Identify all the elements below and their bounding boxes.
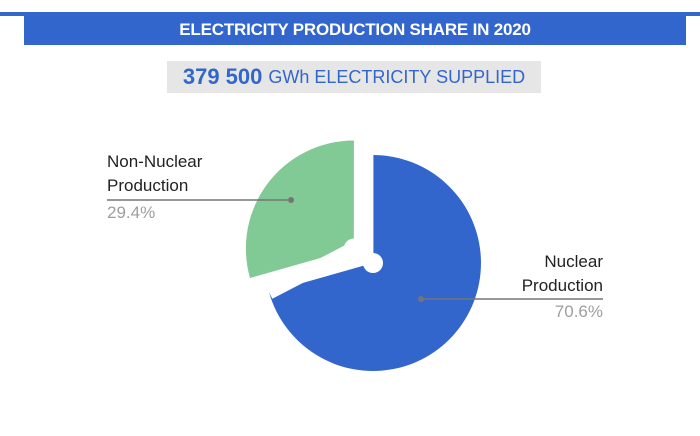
supply-summary-box: 379 500 GWh ELECTRICITY SUPPLIED (167, 61, 541, 93)
title-bar: ELECTRICITY PRODUCTION SHARE IN 2020 (24, 12, 686, 45)
label-non-nuclear-line2: Production (107, 176, 189, 195)
leader-dot-non-nuclear (288, 197, 294, 203)
label-non-nuclear-percent: 29.4% (107, 203, 156, 222)
supply-label: GWh ELECTRICITY SUPPLIED (268, 66, 526, 87)
chart-title: ELECTRICITY PRODUCTION SHARE IN 2020 (179, 19, 531, 39)
label-nuclear-line2: Production (521, 276, 603, 295)
supply-value: 379 500 (182, 64, 263, 89)
slice-non-nuclear[interactable] (245, 140, 354, 278)
label-non-nuclear-line1: Non-Nuclear (107, 152, 203, 171)
leader-dot-nuclear (418, 296, 424, 302)
label-nuclear-line1: Nuclear (544, 252, 603, 271)
slice-gap (265, 242, 358, 299)
label-nuclear-percent: 70.6% (554, 302, 603, 321)
